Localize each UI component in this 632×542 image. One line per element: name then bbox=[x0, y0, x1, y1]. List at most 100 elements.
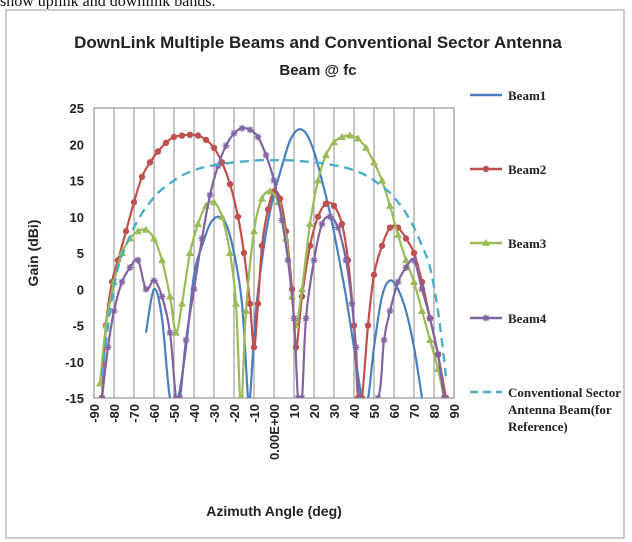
x-tick-label: -40 bbox=[187, 404, 202, 423]
x-tick-label: 70 bbox=[407, 404, 422, 418]
data-point bbox=[394, 230, 402, 238]
series-line bbox=[100, 158, 448, 377]
data-point bbox=[402, 235, 410, 242]
data-point bbox=[242, 306, 250, 314]
data-point bbox=[190, 285, 198, 293]
data-point bbox=[394, 278, 402, 286]
legend-label: Conventional Sector Antenna Beam(for Refer… bbox=[508, 385, 621, 434]
data-point bbox=[182, 336, 190, 344]
data-point bbox=[270, 177, 278, 184]
data-point bbox=[482, 238, 490, 246]
x-tick-label: 10 bbox=[287, 404, 302, 418]
data-point bbox=[402, 264, 410, 271]
data-point bbox=[239, 393, 245, 398]
legend-label: Beam4 bbox=[508, 311, 547, 326]
data-point bbox=[334, 224, 342, 232]
x-tick-label: -60 bbox=[147, 404, 162, 423]
data-point bbox=[246, 300, 254, 307]
data-point bbox=[378, 176, 386, 184]
data-point bbox=[254, 300, 262, 307]
data-point bbox=[226, 248, 234, 256]
series-5 bbox=[100, 158, 448, 377]
y-tick-label: -5 bbox=[72, 319, 84, 334]
data-point bbox=[186, 248, 194, 256]
x-tick-label: -10 bbox=[247, 404, 262, 423]
data-point bbox=[210, 144, 218, 152]
data-point bbox=[150, 234, 158, 242]
data-point bbox=[386, 224, 394, 231]
data-point bbox=[322, 150, 330, 159]
data-point bbox=[362, 143, 370, 151]
data-point bbox=[482, 165, 490, 173]
legend-label-line: Antenna Beam(for bbox=[508, 402, 612, 417]
data-point bbox=[210, 198, 218, 206]
data-point bbox=[298, 285, 306, 293]
data-point bbox=[418, 306, 426, 314]
y-tick-label: 0 bbox=[77, 282, 84, 297]
data-point bbox=[230, 129, 238, 137]
x-tick-label: -50 bbox=[167, 404, 182, 423]
data-point bbox=[178, 132, 186, 139]
data-point bbox=[386, 201, 394, 209]
data-point bbox=[402, 256, 410, 264]
data-point bbox=[302, 314, 310, 322]
data-point bbox=[126, 264, 134, 271]
y-tick-label: 15 bbox=[70, 174, 84, 189]
y-tick-label: -15 bbox=[65, 391, 84, 406]
data-point bbox=[306, 219, 314, 227]
data-point bbox=[154, 148, 162, 155]
data-point bbox=[142, 285, 150, 293]
data-point bbox=[254, 133, 262, 141]
legend-item-5: Conventional Sector Antenna Beam(for Refer… bbox=[470, 385, 621, 434]
data-point bbox=[232, 299, 240, 307]
legend-label: Beam1 bbox=[508, 88, 546, 103]
legend-item-1: Beam1 bbox=[470, 88, 546, 103]
data-point bbox=[284, 256, 292, 264]
y-tick-labels: 25 20 15 10 5 0 -5 -10 -15 bbox=[65, 101, 84, 406]
data-point bbox=[178, 299, 186, 307]
data-point bbox=[250, 227, 258, 235]
data-point bbox=[258, 194, 266, 202]
y-tick-label: 10 bbox=[70, 210, 84, 225]
data-point bbox=[96, 379, 104, 387]
data-point bbox=[246, 126, 254, 134]
data-point bbox=[314, 213, 322, 220]
data-point bbox=[434, 351, 442, 358]
data-point bbox=[240, 249, 248, 257]
data-point bbox=[426, 335, 434, 343]
data-point bbox=[186, 131, 194, 139]
data-point bbox=[110, 307, 118, 315]
preceding-text-fragment: show uplink and downlink bands. bbox=[0, 0, 216, 9]
data-point bbox=[378, 242, 386, 249]
data-point bbox=[370, 271, 378, 278]
data-point bbox=[238, 124, 246, 132]
data-point bbox=[410, 249, 418, 257]
data-point bbox=[118, 278, 126, 286]
data-point bbox=[370, 158, 378, 166]
data-point bbox=[348, 300, 356, 308]
data-point bbox=[166, 292, 174, 300]
data-point bbox=[134, 256, 142, 264]
data-point bbox=[266, 187, 274, 195]
data-point bbox=[214, 162, 222, 170]
x-tick-label: -30 bbox=[207, 404, 222, 423]
series-2 bbox=[98, 131, 450, 398]
data-point bbox=[418, 285, 426, 293]
chart-frame bbox=[5, 9, 625, 539]
data-point bbox=[250, 344, 258, 351]
data-point bbox=[322, 200, 330, 207]
data-point bbox=[318, 220, 326, 228]
plot-area bbox=[93, 107, 455, 399]
data-point bbox=[146, 159, 154, 166]
data-point bbox=[202, 136, 210, 144]
data-point bbox=[130, 199, 138, 206]
series-line bbox=[144, 128, 424, 398]
series-1 bbox=[144, 128, 424, 398]
data-point bbox=[194, 219, 202, 227]
data-point bbox=[258, 242, 266, 249]
data-point bbox=[166, 329, 174, 337]
x-tick-label: -70 bbox=[127, 404, 142, 423]
y-axis-label: Gain (dBi) bbox=[25, 220, 41, 287]
data-point bbox=[380, 336, 388, 344]
